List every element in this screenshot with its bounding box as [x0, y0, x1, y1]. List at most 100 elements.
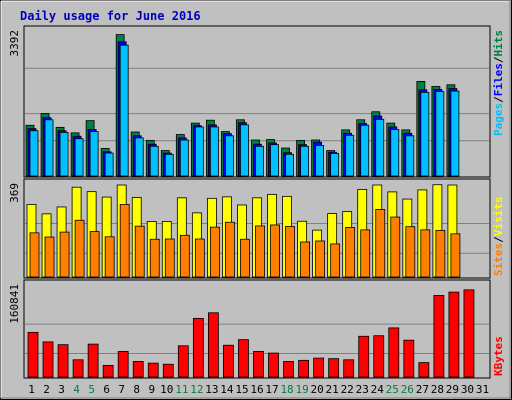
legend-separator: / — [492, 236, 505, 243]
bar-sites — [44, 236, 55, 278]
bar-pages — [44, 119, 54, 177]
bar-pages — [89, 131, 99, 177]
legend-kbytes: KBytes — [492, 336, 505, 376]
bar-sites — [164, 238, 175, 278]
bar-sites — [255, 225, 265, 278]
bar-sites — [59, 231, 70, 278]
bar-pages — [330, 153, 340, 177]
day-label: 24 — [371, 383, 385, 396]
bar-kbytes — [57, 344, 69, 378]
bar-pages — [240, 124, 249, 177]
bar-pages — [209, 126, 219, 177]
bar-pages — [315, 145, 325, 177]
bar-kbytes — [132, 361, 144, 378]
bar-pages — [390, 129, 400, 177]
bar-kbytes — [162, 363, 174, 378]
day-label: 9 — [148, 383, 155, 396]
bar-sites — [74, 219, 85, 278]
y-max-label: 369 — [8, 183, 21, 203]
bar-pages — [405, 135, 415, 177]
bar-pages — [255, 145, 264, 177]
bar-kbytes — [253, 350, 264, 378]
bar-kbytes — [72, 359, 84, 378]
bar-kbytes — [192, 317, 204, 378]
bar-kbytes — [102, 364, 114, 378]
bar-sites — [104, 236, 115, 278]
bar-kbytes — [42, 341, 54, 378]
bar-kbytes — [418, 362, 430, 378]
legend-separator: / — [492, 56, 505, 63]
y-max-label: 3392 — [8, 30, 21, 57]
bar-kbytes — [373, 335, 385, 378]
bar-kbytes — [448, 291, 460, 378]
bar-sites — [149, 238, 160, 278]
legend-sites: Sites — [492, 243, 505, 276]
day-label: 4 — [73, 383, 80, 396]
day-label: 3 — [58, 383, 65, 396]
day-label: 11 — [175, 383, 188, 396]
bar-kbytes — [433, 295, 445, 378]
bar-pages — [375, 118, 385, 177]
day-label: 26 — [401, 383, 414, 396]
bar-sites — [390, 216, 401, 278]
day-label: 18 — [280, 383, 293, 396]
panel-legend: Sites/Visits — [492, 197, 505, 277]
bar-sites — [270, 224, 280, 278]
bar-sites — [315, 240, 326, 278]
legend-separator: / — [492, 96, 505, 103]
day-label: 6 — [103, 383, 110, 396]
legend-files: Files — [492, 63, 505, 96]
bar-kbytes — [268, 352, 279, 378]
bar-sites — [240, 238, 250, 278]
bar-sites — [450, 233, 461, 278]
bar-pages — [119, 44, 129, 177]
day-label: 27 — [416, 383, 429, 396]
day-label: 29 — [446, 383, 459, 396]
bar-pages — [179, 139, 189, 177]
panel-visits-sites: 369 Sites/Visits — [8, 178, 505, 279]
day-label: 10 — [160, 383, 173, 396]
day-label: 31 — [476, 383, 489, 396]
bar-kbytes — [298, 359, 309, 378]
day-label: 21 — [326, 383, 339, 396]
bar-sites — [300, 241, 310, 278]
day-label: 17 — [265, 383, 278, 396]
bar-sites — [179, 234, 190, 278]
bar-sites — [225, 221, 235, 278]
day-label: 1 — [28, 383, 35, 396]
day-axis: 1 2 3 4 5 6 7 8 9 10 11 12 13 14 15 16 17 18 19 20 21 22 23 24 2… — [28, 383, 489, 396]
day-label: 19 — [295, 383, 308, 396]
bar-sites — [405, 226, 416, 278]
bar-sites — [330, 243, 341, 278]
y-max-label: 160841 — [8, 284, 21, 324]
bar-pages — [360, 124, 370, 177]
bar-sites — [209, 226, 220, 278]
day-label: 25 — [386, 383, 399, 396]
bar-pages — [164, 153, 174, 177]
bar-pages — [420, 91, 430, 177]
day-label: 30 — [461, 383, 474, 396]
bar-pages — [300, 145, 309, 177]
bar-sites — [285, 226, 295, 278]
chart-panels: 3392Pages/Files/Hits369Sites/Visits16084… — [8, 25, 505, 379]
bar-sites — [194, 238, 205, 278]
bar-pages — [59, 132, 69, 177]
bar-kbytes — [313, 357, 325, 378]
bar-sites — [345, 227, 356, 278]
day-label: 22 — [341, 383, 354, 396]
day-label: 13 — [205, 383, 218, 396]
bar-pages — [270, 144, 279, 177]
bar-sites — [119, 204, 130, 278]
day-label: 8 — [133, 383, 140, 396]
bar-pages — [450, 90, 460, 177]
bar-pages — [225, 135, 234, 177]
legend-pages: Pages — [492, 103, 505, 136]
panel-legend: KBytes — [492, 336, 505, 376]
bar-kbytes — [403, 339, 415, 378]
day-label: 5 — [88, 383, 95, 396]
bar-sites — [360, 229, 371, 278]
day-label: 2 — [43, 383, 50, 396]
day-label: 15 — [235, 383, 248, 396]
